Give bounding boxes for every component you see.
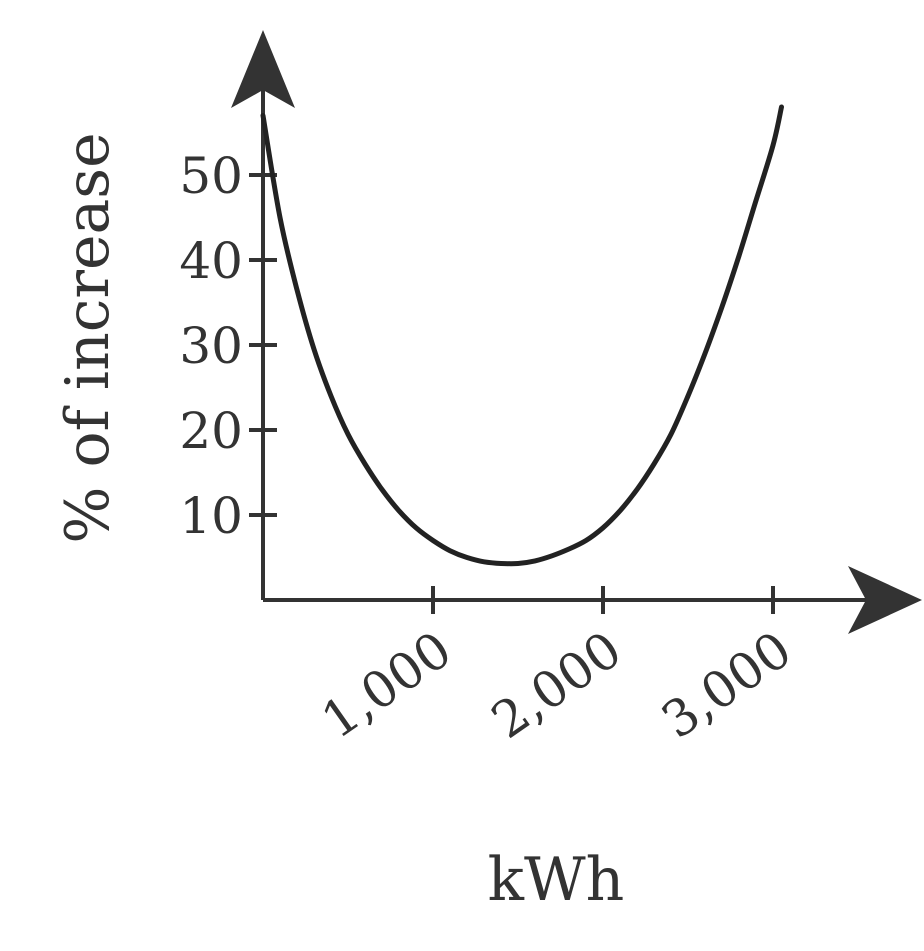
y-tick-label: 50 bbox=[179, 147, 243, 205]
x-tick-label: 3,000 bbox=[651, 620, 802, 750]
x-tick-label: 2,000 bbox=[481, 620, 632, 750]
series-layer bbox=[260, 104, 784, 567]
y-tick-label: 30 bbox=[179, 317, 243, 375]
y-axis-label: % of increase bbox=[53, 132, 123, 543]
y-tick-label: 40 bbox=[179, 232, 243, 290]
y-tick-label: 10 bbox=[179, 487, 243, 545]
x-axis-label: kWh bbox=[488, 845, 625, 915]
x-tick-label: 1,000 bbox=[311, 620, 462, 750]
y-axis-arrow bbox=[231, 30, 295, 108]
x-ticks: 1,000 2,000 3,000 bbox=[311, 586, 802, 750]
x-axis-arrow bbox=[848, 566, 922, 634]
y-tick-label: 20 bbox=[179, 402, 243, 460]
series-line bbox=[260, 104, 784, 567]
y-ticks: 10 20 30 40 50 bbox=[179, 147, 277, 545]
